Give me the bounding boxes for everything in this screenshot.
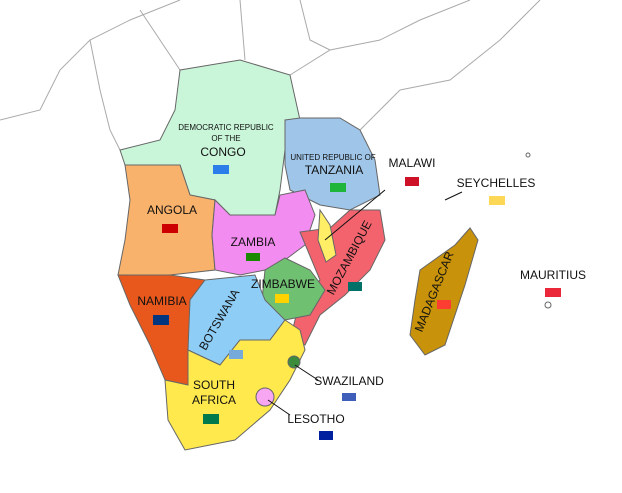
countries	[117, 59, 552, 451]
country-label: MALAWI	[389, 156, 436, 170]
flag	[162, 224, 178, 233]
flags	[153, 165, 561, 440]
flag	[489, 196, 505, 205]
pointer	[294, 364, 319, 381]
country-label: ANGOLA	[147, 203, 197, 217]
country-label: CONGO	[200, 145, 245, 159]
flag	[437, 300, 451, 309]
flag	[342, 393, 356, 401]
tanzania-shape	[284, 117, 381, 211]
pointer	[444, 191, 463, 201]
country-label: ZIMBABWE	[251, 277, 315, 291]
outline-north-africa	[0, 0, 541, 151]
country-label: UNITED REPUBLIC OF	[290, 153, 375, 162]
flag	[319, 431, 333, 440]
flag	[229, 350, 243, 359]
flag	[330, 183, 346, 192]
flag	[405, 177, 419, 186]
pointer	[267, 399, 291, 416]
malawi-shape	[317, 208, 337, 263]
mauritius-shape	[544, 301, 552, 309]
lesotho-shape	[255, 387, 275, 407]
seychelles-shape	[525, 152, 531, 158]
flag	[246, 253, 260, 261]
country-label: SWAZILAND	[314, 374, 384, 388]
madagascar-shape	[409, 227, 479, 356]
country-label: SOUTH	[193, 378, 235, 392]
flag	[545, 288, 561, 297]
pointer-lines	[267, 189, 463, 416]
country-label: LESOTHO	[287, 412, 344, 426]
flag	[348, 282, 362, 291]
country-label: OF THE	[211, 134, 240, 143]
flag	[275, 294, 289, 303]
swaziland-shape	[287, 355, 301, 369]
country-label: TANZANIA	[305, 163, 363, 177]
flag	[153, 315, 169, 325]
country-label: AFRICA	[192, 393, 236, 407]
country-label: ZAMBIA	[231, 235, 276, 249]
country-label: NAMIBIA	[137, 294, 186, 308]
flag	[213, 165, 229, 174]
country-label: DEMOCRATIC REPUBLIC	[178, 123, 274, 132]
country-label: SEYCHELLES	[457, 176, 536, 190]
country-label: MAURITIUS	[520, 268, 586, 282]
flag	[203, 414, 219, 424]
pointer	[324, 189, 386, 241]
south-africa-shape	[164, 319, 306, 451]
